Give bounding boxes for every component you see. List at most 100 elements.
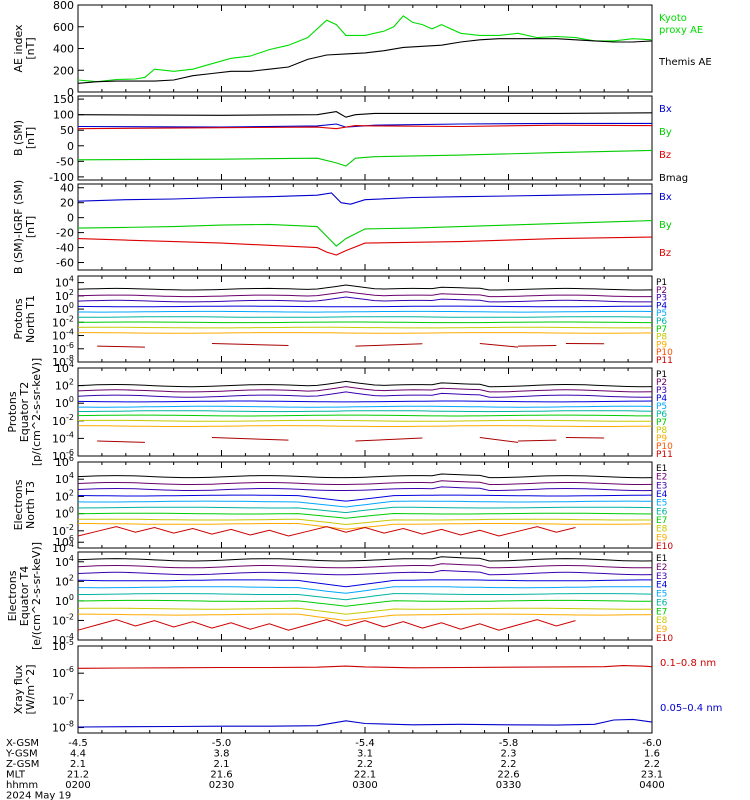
series-label-e7: E7 [656,516,667,526]
y-tick-label: 50 [60,124,74,137]
legend-label: By [659,127,672,138]
y-tick-label: 100 [53,109,74,122]
y-tick-label: 10-2 [52,314,74,329]
flux-line-p4 [77,400,653,403]
series-label-p4: P4 [656,394,667,404]
y-tick-label: 106 [55,454,74,469]
y-tick-label: 100 [55,593,74,608]
y-tick-label: 10-6 [52,665,74,680]
axis-row-value: 0300 [352,780,377,791]
y-tick-label: 104 [55,275,74,290]
tick-exponent: 6 [69,534,74,543]
series-label-p5: P5 [656,309,667,319]
panel-ylabel-line: B (SM)-IGRF (SM) [12,180,25,274]
panel-ylabel-line: [W/m^2] [24,664,37,714]
y-tick-label: 150 [53,93,74,106]
series-line-bz [77,124,653,130]
panel-ylabel: ProtonsNorth T1 [12,295,37,343]
legend-label: Bz [659,248,671,259]
y-tick-label: 10-7 [52,692,74,707]
series-label-p9: P9 [656,434,667,444]
axis-row-value: 3.8 [214,749,230,760]
p10-segment [211,342,289,346]
tick-exponent: -7 [66,692,74,701]
series-label-p11: P11 [656,450,673,460]
xray-line [77,665,653,669]
y-tick-label: 100 [55,301,74,316]
tick-base: 10 [52,343,66,356]
panel-ylabel-line: Xray flux [12,664,25,714]
tick-base: 10 [52,525,66,538]
panel-ylabel-line: B (SM) [12,120,25,156]
flux-line-p5 [78,405,653,408]
tick-exponent: 0 [69,301,74,310]
tick-base: 10 [52,722,66,735]
panel-ylabel: ProtonsEquator T2[p/(cm^2-s-sr-keV)] [6,358,43,466]
panel-ylabel: ElectronsEquator T4[e/(cm^2-s-sr-keV)] [6,542,43,650]
flux-line-p8 [77,326,652,329]
series-label-e8: E8 [656,525,668,535]
series-label-p3: P3 [656,386,667,396]
p10-segment [479,342,519,348]
e10-noisy-line [77,526,576,537]
flux-line-e3 [77,569,653,576]
flux-line-p9 [78,332,653,334]
flux-line-p7 [77,321,652,324]
tick-exponent: -4 [66,540,74,549]
panel-frame [77,645,653,734]
tick-exponent: -6 [66,448,74,457]
y-tick-label: 10-8 [52,354,74,369]
series-label-e5: E5 [656,590,667,600]
axis-row-value: 22.6 [497,770,519,781]
tick-base: 10 [52,694,66,707]
tick-exponent: 0 [69,395,74,404]
tick-exponent: 4 [69,554,74,563]
y-tick-label: -60 [56,257,74,270]
flux-line-p1 [77,284,653,291]
axis-row-label: Z-GSM [6,759,39,770]
series-label-e4: E4 [656,581,668,591]
y-tick-label: 0 [67,212,74,225]
tick-base: 10 [55,556,69,569]
panel-ylabel-line: [nT] [24,37,37,59]
axis-row-value: 21.6 [210,770,232,781]
flux-line-p9 [77,425,653,427]
panel-3: -60 -40 -20 0 20 40 B (SM)-IGRF (SM)[nT] [12,180,653,274]
flux-line-e8 [77,607,653,615]
series-line-bx [77,192,653,205]
series-label-p6: P6 [656,317,667,327]
series-label-p10: P10 [656,442,673,452]
y-tick-label: 10-5 [52,638,74,653]
axis-row-value: 0330 [496,780,521,791]
y-tick-label: 10-6 [52,341,74,356]
flux-line-e6 [78,593,653,601]
p10-segment [97,440,145,443]
flux-line-e9 [78,523,653,530]
y-tick-label: 102 [55,573,74,588]
tick-exponent: 2 [69,488,74,497]
tick-base: 10 [52,316,66,329]
series-label-e10: E10 [656,542,673,552]
series-line-bmag [77,111,653,118]
axis-row-value: -5.4 [355,738,375,749]
axis-row-value: 2.2 [501,759,517,770]
footer-axis-info: X-GSM -4.5 -5.0 -5.4 -5.8 -6.0Y-GSM 4.4 3.8 3.1 2… [5,738,665,800]
y-tick-label: 40 [60,182,74,195]
flux-line-e7 [77,599,652,607]
series-label-p8: P8 [656,426,667,436]
axis-row-label: MLT [6,770,26,781]
tick-base: 10 [55,490,69,503]
tick-exponent: 0 [69,506,74,515]
y-tick-label: 0 [67,86,74,99]
tick-base: 10 [55,290,69,303]
panel-ylabel-line: Equator T4 [18,566,31,626]
tick-base: 10 [52,415,66,428]
axis-row-label: X-GSM [6,738,39,749]
xray-line [77,718,653,728]
tick-base: 10 [55,362,69,375]
panel-ylabel: AE index[nT] [12,24,37,73]
tick-base: 10 [55,303,69,316]
y-tick-label: 200 [53,64,74,77]
